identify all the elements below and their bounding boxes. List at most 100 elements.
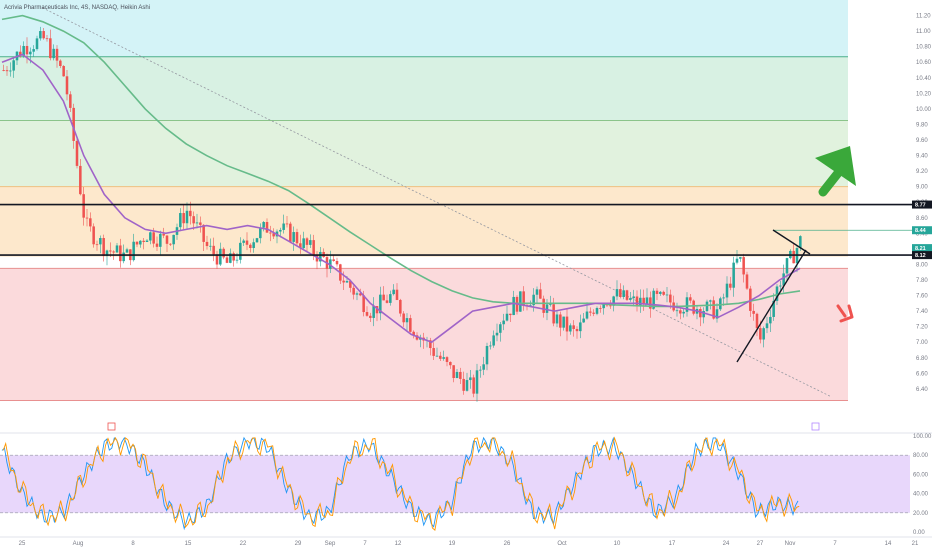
candle[interactable] xyxy=(219,242,222,266)
candle[interactable] xyxy=(242,238,245,247)
candle[interactable] xyxy=(25,37,29,64)
candle[interactable] xyxy=(209,238,212,251)
candles[interactable] xyxy=(2,26,802,402)
candle[interactable] xyxy=(765,316,769,334)
candle[interactable] xyxy=(395,283,399,301)
candle[interactable] xyxy=(12,57,15,78)
candle[interactable] xyxy=(45,35,49,42)
candle[interactable] xyxy=(95,240,99,251)
candle[interactable] xyxy=(572,320,575,337)
candle[interactable] xyxy=(785,257,789,282)
candle[interactable] xyxy=(49,29,52,61)
candle[interactable] xyxy=(735,250,739,265)
candle[interactable] xyxy=(332,255,335,262)
candle[interactable] xyxy=(662,290,665,296)
candle[interactable] xyxy=(42,27,45,40)
candle[interactable] xyxy=(2,64,5,72)
candle[interactable] xyxy=(472,374,475,398)
candle[interactable] xyxy=(629,292,632,302)
candle[interactable] xyxy=(282,214,285,234)
candle[interactable] xyxy=(489,341,492,350)
candle[interactable] xyxy=(535,286,539,303)
candle[interactable] xyxy=(85,209,89,227)
candle[interactable] xyxy=(269,225,272,242)
candle[interactable] xyxy=(69,91,72,112)
candle[interactable] xyxy=(202,224,205,251)
candle[interactable] xyxy=(589,307,592,317)
price-axis[interactable]: 11.20 11.00 10.80 10.60 10.40 10.20 10.00 9.80 9… xyxy=(916,14,932,393)
candle[interactable] xyxy=(189,201,192,225)
candle[interactable] xyxy=(559,311,562,337)
candle[interactable] xyxy=(195,213,199,229)
candle[interactable] xyxy=(549,295,552,307)
candle[interactable] xyxy=(772,293,775,321)
candle[interactable] xyxy=(575,326,579,339)
candle[interactable] xyxy=(9,62,12,77)
candle[interactable] xyxy=(289,221,292,244)
dividend-marker-icon[interactable] xyxy=(811,422,820,431)
candle[interactable] xyxy=(232,251,235,267)
candle[interactable] xyxy=(582,313,585,323)
candle[interactable] xyxy=(102,234,105,262)
candle[interactable] xyxy=(245,232,249,251)
candle[interactable] xyxy=(319,247,322,267)
candle[interactable] xyxy=(595,306,599,316)
candle[interactable] xyxy=(182,204,185,230)
candle[interactable] xyxy=(179,208,182,232)
candle[interactable] xyxy=(579,314,582,339)
candle[interactable] xyxy=(459,367,462,385)
candle[interactable] xyxy=(389,290,392,306)
candle[interactable] xyxy=(225,254,229,264)
candle[interactable] xyxy=(409,314,412,333)
candle[interactable] xyxy=(305,237,309,252)
candle[interactable] xyxy=(622,285,625,300)
candle[interactable] xyxy=(509,313,512,323)
candle[interactable] xyxy=(265,218,269,233)
candle[interactable] xyxy=(5,66,9,76)
candle[interactable] xyxy=(449,361,452,369)
candle[interactable] xyxy=(262,221,265,232)
candle[interactable] xyxy=(142,238,145,250)
candle[interactable] xyxy=(309,234,312,248)
candle[interactable] xyxy=(369,312,372,322)
candle[interactable] xyxy=(135,241,139,248)
candle[interactable] xyxy=(685,292,689,317)
candle[interactable] xyxy=(452,365,455,383)
candle[interactable] xyxy=(752,303,755,321)
candle[interactable] xyxy=(592,309,595,317)
candle[interactable] xyxy=(115,242,119,253)
candle[interactable] xyxy=(212,237,215,262)
candle[interactable] xyxy=(679,308,682,320)
wedge-lower-line[interactable] xyxy=(736,249,807,363)
candle[interactable] xyxy=(675,302,679,317)
candle[interactable] xyxy=(352,285,355,300)
horizontal-levels[interactable] xyxy=(0,203,912,256)
candle[interactable] xyxy=(132,233,135,262)
candle[interactable] xyxy=(35,35,39,51)
candle[interactable] xyxy=(502,313,505,331)
candle[interactable] xyxy=(252,238,255,253)
candle[interactable] xyxy=(519,291,522,312)
candle[interactable] xyxy=(495,323,499,342)
candle[interactable] xyxy=(555,311,559,328)
candle[interactable] xyxy=(292,226,295,251)
downtrend-line[interactable] xyxy=(42,7,832,398)
candle[interactable] xyxy=(729,276,732,291)
candle[interactable] xyxy=(89,212,92,232)
candle[interactable] xyxy=(239,237,242,264)
candle[interactable] xyxy=(429,337,432,356)
candle[interactable] xyxy=(379,286,382,321)
candle[interactable] xyxy=(172,234,175,250)
candle[interactable] xyxy=(199,216,202,233)
candle[interactable] xyxy=(665,287,669,303)
candle[interactable] xyxy=(159,230,162,256)
candle[interactable] xyxy=(669,289,672,309)
candle[interactable] xyxy=(435,347,439,357)
candle[interactable] xyxy=(385,294,389,304)
candle[interactable] xyxy=(639,289,642,313)
candle[interactable] xyxy=(499,321,502,342)
candle[interactable] xyxy=(192,211,195,230)
candle[interactable] xyxy=(469,369,472,389)
candle[interactable] xyxy=(392,284,395,296)
